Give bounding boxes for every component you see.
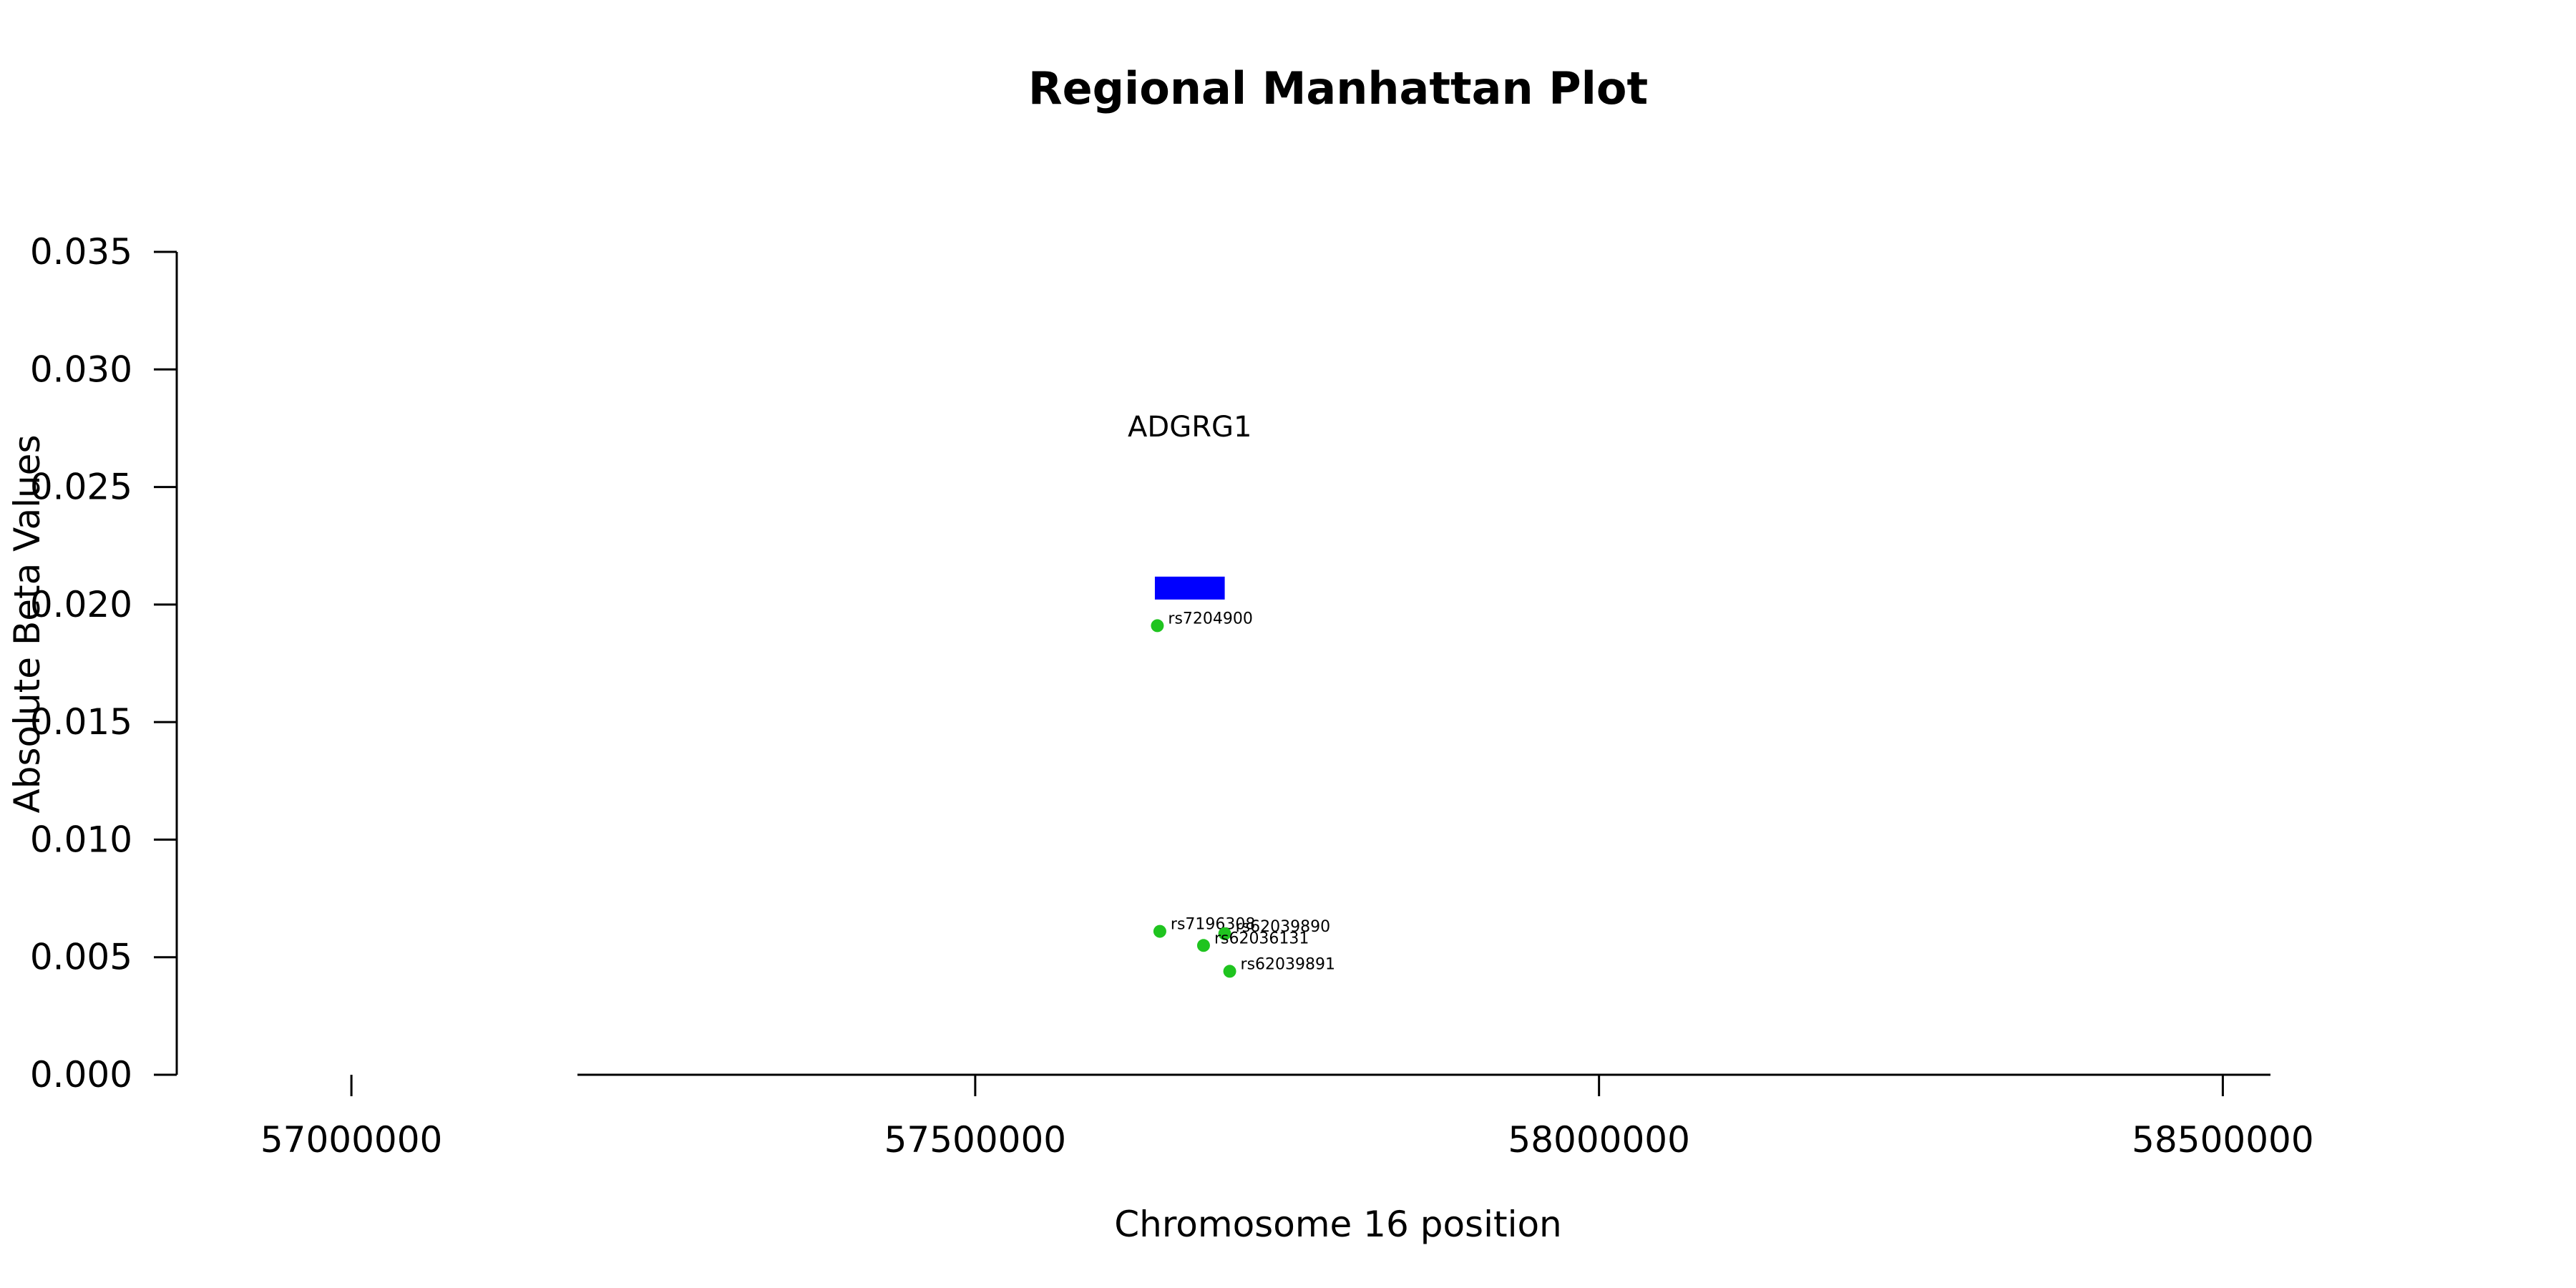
snp-point	[1151, 619, 1164, 633]
x-tick-label: 58000000	[1508, 1119, 1690, 1161]
snp-point	[1218, 927, 1231, 940]
snp-label: rs62039890	[1236, 918, 1330, 936]
y-tick-label: 0.020	[30, 584, 132, 625]
y-axis-ticks: 0.000 0.005 0.010 0.015 0.020 0.025 0.030 0.035	[30, 231, 177, 1096]
snp-point	[1153, 924, 1166, 938]
gene-bar	[1154, 576, 1225, 600]
y-tick-label: 0.030	[30, 348, 132, 390]
y-axis-label: Absolute Beta Values	[6, 435, 48, 814]
snp-label: rs7204900	[1168, 610, 1253, 628]
y-tick-label: 0.015	[30, 701, 132, 743]
x-tick-label: 57000000	[260, 1119, 443, 1161]
y-tick-label: 0.035	[30, 231, 132, 273]
x-tick-label: 57500000	[884, 1119, 1067, 1161]
snp-label: rs62039891	[1241, 955, 1335, 973]
y-tick-label: 0.000	[30, 1054, 132, 1096]
y-tick-label: 0.005	[30, 937, 132, 978]
y-tick-label: 0.025	[30, 467, 132, 508]
x-tick-label: 58500000	[2132, 1119, 2314, 1161]
snp-label: rs7196308	[1171, 916, 1256, 934]
snp-label: rs62036131	[1214, 930, 1309, 947]
x-axis-ticks: 57000000 57500000 58000000 58500000	[260, 1075, 2314, 1161]
gene-track: ADGRG1	[1128, 411, 1252, 600]
y-tick-label: 0.010	[30, 819, 132, 860]
snp-point	[1223, 965, 1236, 978]
snp-point	[1196, 939, 1210, 952]
x-axis-label: Chromosome 16 position	[1114, 1204, 1562, 1245]
chart-title: Regional Manhattan Plot	[1028, 62, 1648, 114]
gene-label: ADGRG1	[1128, 411, 1252, 444]
